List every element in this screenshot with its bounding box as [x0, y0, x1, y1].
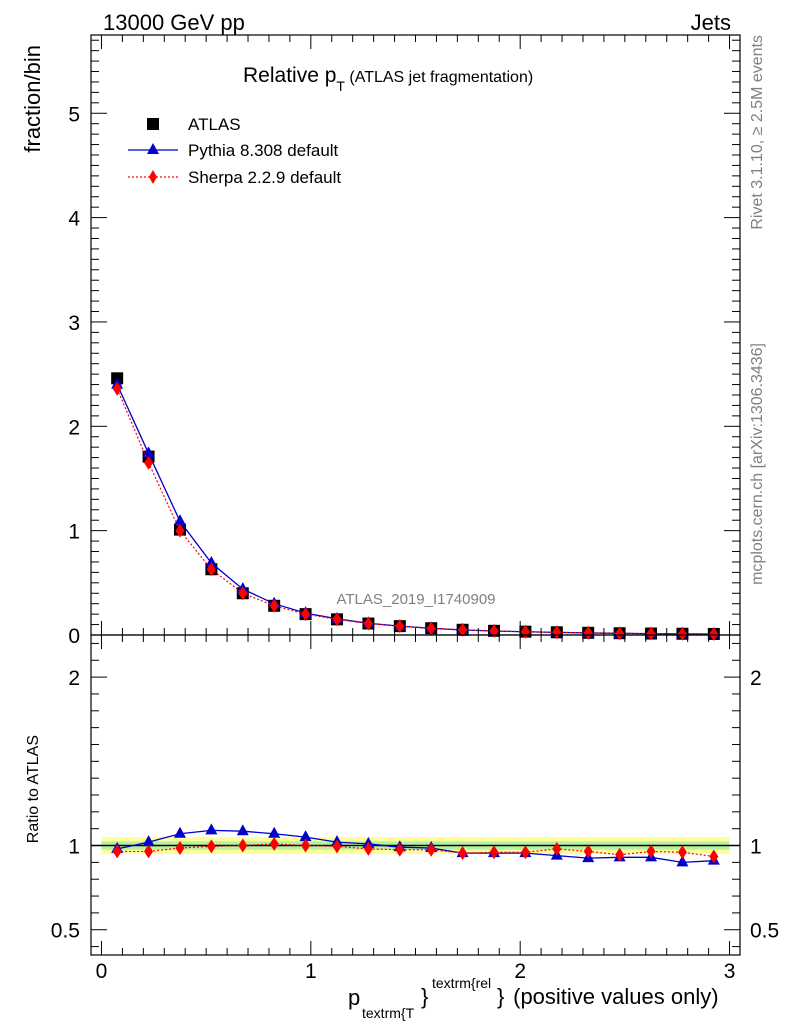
legend-label-sherpa: Sherpa 2.2.9 default — [188, 168, 341, 187]
point-sherpa — [458, 622, 468, 637]
x-tick-label: 3 — [724, 960, 736, 983]
y-tick-label: 1 — [68, 521, 80, 544]
ratio-point-sherpa — [709, 849, 719, 864]
point-sherpa — [175, 523, 185, 538]
ratio-tick-label: 2 — [68, 667, 80, 690]
x-tick-label: 1 — [305, 960, 317, 983]
point-sherpa — [144, 455, 154, 470]
x-label-brace: } — [421, 984, 428, 1009]
ratio-point-sherpa — [646, 844, 656, 859]
point-sherpa — [426, 621, 436, 636]
point-sherpa — [583, 625, 593, 640]
ratio-tick-label-right: 1 — [750, 836, 762, 859]
ratio-point-pythia — [173, 826, 186, 838]
x-label-p: p — [348, 985, 360, 1010]
ratio-point-pythia — [676, 855, 689, 867]
ratio-line-pythia — [117, 829, 714, 864]
point-sherpa — [112, 381, 122, 396]
analysis-label: ATLAS_2019_I1740909 — [336, 591, 495, 608]
ratio-point-sherpa — [520, 845, 530, 860]
ratio-point-sherpa — [301, 838, 311, 853]
ratio-point-sherpa — [112, 844, 122, 859]
ratio-point-sherpa — [426, 842, 436, 857]
point-sherpa — [332, 612, 342, 627]
legend-label-pythia: Pythia 8.308 default — [188, 141, 339, 160]
legend-marker-atlas — [147, 118, 159, 130]
point-sherpa — [238, 586, 248, 601]
point-sherpa — [646, 626, 656, 641]
ratio-point-sherpa — [269, 836, 279, 851]
header-left-label: 13000 GeV pp — [103, 10, 245, 35]
ratio-point-sherpa — [144, 844, 154, 859]
chart-title: Relative pT (ATLAS jet fragmentation) — [243, 64, 533, 94]
ratio-point-sherpa — [615, 847, 625, 862]
point-pythia — [205, 556, 218, 567]
mcplots-label: mcplots.cern.ch [arXiv:1306.3436] — [749, 343, 766, 585]
x-axis-label: p textrm{T } textrm{rel } (positive valu… — [348, 975, 719, 1021]
series-line-sherpa — [116, 388, 714, 635]
ratio-point-sherpa — [206, 839, 216, 854]
point-pythia — [142, 446, 155, 458]
point-sherpa — [269, 598, 279, 613]
ratio-tick-label: 1 — [68, 836, 80, 859]
y-tick-label: 0 — [68, 625, 80, 648]
y-tick-label: 3 — [68, 312, 80, 335]
x-label-sub: textrm{T — [362, 1005, 415, 1021]
ratio-point-pythia — [142, 835, 155, 847]
ratio-point-sherpa — [363, 841, 373, 856]
x-label-brace-2: } — [497, 984, 504, 1009]
point-sherpa — [363, 616, 373, 631]
ratio-y-axis-label: Ratio to ATLAS — [25, 735, 42, 843]
x-tick-label: 2 — [514, 960, 526, 983]
ratio-tick-label-right: 2 — [750, 667, 762, 690]
x-label-rest: (positive values only) — [507, 984, 719, 1009]
y-tick-label: 5 — [68, 103, 80, 126]
ratio-point-sherpa — [458, 846, 468, 861]
legend-label-atlas: ATLAS — [188, 115, 241, 134]
point-sherpa — [395, 619, 405, 634]
ratio-point-sherpa — [677, 845, 687, 860]
title-rest: (ATLAS jet fragmentation) — [345, 69, 533, 86]
ratio-point-pythia — [205, 823, 218, 835]
ratio-point-pythia — [299, 830, 312, 842]
title-main: Relative p — [243, 64, 336, 87]
ratio-point-sherpa — [175, 841, 185, 856]
ratio-tick-label-right: 0.5 — [750, 920, 779, 943]
point-sherpa — [677, 626, 687, 641]
point-sherpa — [206, 562, 216, 577]
ratio-point-sherpa — [583, 844, 593, 859]
point-sherpa — [615, 626, 625, 641]
ratio-point-sherpa — [332, 839, 342, 854]
point-sherpa — [301, 607, 311, 622]
legend-marker-sherpa — [149, 170, 157, 184]
ratio-point-sherpa — [489, 845, 499, 860]
ratio-point-pythia — [236, 824, 249, 836]
legend: ATLAS Pythia 8.308 default Sherpa 2.2.9 … — [128, 115, 341, 187]
y-axis-label: fraction/bin — [20, 45, 45, 153]
ratio-tick-label: 0.5 — [51, 920, 80, 943]
point-sherpa — [709, 627, 719, 642]
x-tick-label: 0 — [96, 960, 108, 983]
title-sub: T — [336, 78, 345, 94]
ratio-point-sherpa — [238, 838, 248, 853]
legend-marker-pythia — [147, 143, 159, 154]
ratio-point-sherpa — [395, 842, 405, 857]
point-sherpa — [552, 625, 562, 640]
y-tick-label: 4 — [68, 208, 80, 231]
ratio-point-sherpa — [552, 841, 562, 856]
x-label-sup: textrm{rel — [432, 975, 491, 991]
point-pythia — [173, 514, 186, 526]
ratio-frame — [90, 634, 741, 956]
header-right-label: Jets — [691, 10, 731, 35]
y-tick-label: 2 — [68, 416, 80, 439]
ratio-point-pythia — [268, 826, 281, 838]
rivet-label: Rivet 3.1.10, ≥ 2.5M events — [749, 35, 766, 230]
